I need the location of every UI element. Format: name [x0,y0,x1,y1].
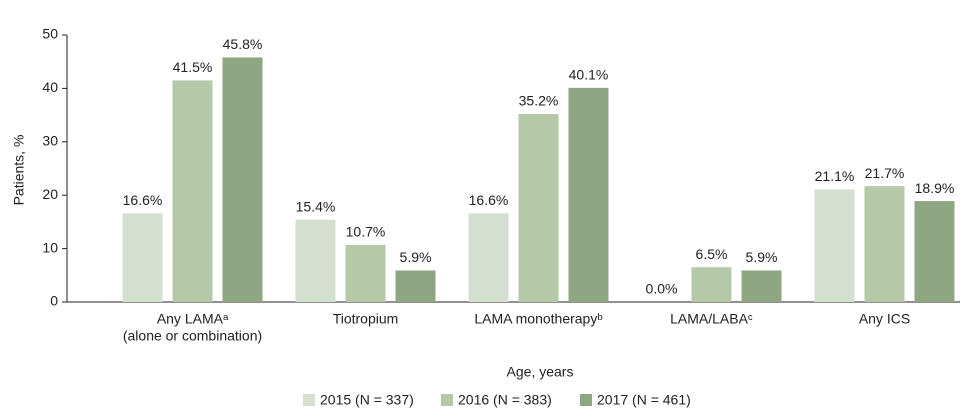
y-tick-label: 30 [42,133,58,149]
bar [295,219,336,302]
bar [222,57,263,302]
bar [864,186,905,302]
y-tick-label: 50 [42,26,58,42]
x-tick-label: LAMA monotherapyᵇ [474,311,602,327]
x-axis-label: Age, years [507,364,574,380]
bar [468,213,509,302]
data-label: 5.9% [746,249,778,265]
legend-swatch [580,394,592,406]
bar [568,87,609,302]
data-label: 21.1% [815,168,855,184]
data-label: 18.9% [915,180,955,196]
data-label: 41.5% [173,59,213,75]
legend-swatch [303,394,315,406]
data-label: 21.7% [865,165,905,181]
y-tick-label: 10 [42,239,58,255]
bar [395,270,436,302]
x-tick-label: Any LAMAᵃ [157,311,229,327]
x-tick-label: (alone or combination) [123,328,262,344]
x-tick-label: Tiotropium [333,311,399,327]
bar [345,244,386,302]
bar [122,213,163,302]
data-label: 16.6% [123,192,163,208]
bar [741,270,782,302]
data-label: 15.4% [296,198,336,214]
bar [814,189,855,302]
bar [914,201,955,302]
data-label: 45.8% [223,36,263,52]
legend-label: 2015 (N = 337) [320,392,414,408]
data-label: 6.5% [696,246,728,262]
legend-swatch [441,394,453,406]
bar [172,80,213,302]
y-tick-label: 20 [42,186,58,202]
data-label: 35.2% [519,93,559,109]
y-tick-label: 0 [50,293,58,309]
data-label: 40.1% [569,67,609,83]
data-label: 10.7% [346,224,386,240]
data-label: 5.9% [400,249,432,265]
bar [518,114,559,302]
legend-label: 2017 (N = 461) [597,392,691,408]
y-axis-label: Patients, % [11,135,27,206]
data-label: 0.0% [646,281,678,297]
x-tick-label: LAMA/LABAᶜ [670,311,753,327]
legend-label: 2016 (N = 383) [458,392,552,408]
data-label: 16.6% [469,192,509,208]
x-tick-label: Any ICS [859,311,910,327]
y-tick-label: 40 [42,79,58,95]
bar [691,267,732,302]
